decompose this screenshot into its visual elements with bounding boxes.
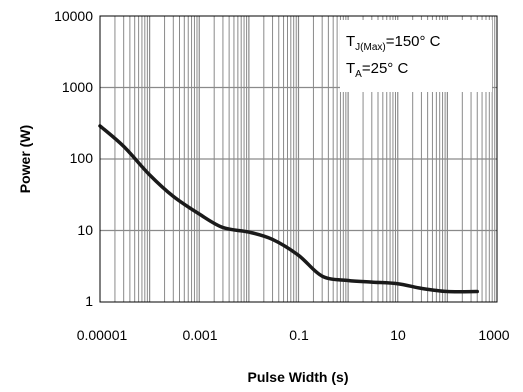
annotation-box: TJ(Max)=150° C TA=25° C [340, 20, 492, 92]
y-tick-labels: 1 10 100 1000 10000 [54, 8, 93, 309]
power-curve-line [98, 124, 479, 294]
y-tick-label: 10 [77, 222, 93, 238]
annotation-ta: TA=25° C [346, 60, 408, 80]
x-tick-labels: 0.00001 0.001 0.1 10 1000 [77, 327, 510, 343]
annotation-tj: TJ(Max)=150° C [346, 33, 441, 53]
annotation-background [340, 20, 492, 92]
y-axis-title: Power (W) [17, 125, 33, 193]
line-layer [98, 124, 479, 294]
x-tick-label: 1000 [478, 327, 509, 343]
y-tick-label: 1000 [62, 79, 93, 95]
x-axis-title: Pulse Width (s) [248, 369, 349, 385]
x-tick-label: 0.001 [182, 327, 217, 343]
y-tick-label: 1 [85, 293, 93, 309]
x-tick-label: 0.1 [289, 327, 309, 343]
y-tick-label: 100 [70, 150, 94, 166]
y-tick-label: 10000 [54, 8, 93, 24]
plot-frame [99, 15, 498, 303]
x-tick-label: 10 [390, 327, 406, 343]
x-tick-label: 0.00001 [77, 327, 128, 343]
